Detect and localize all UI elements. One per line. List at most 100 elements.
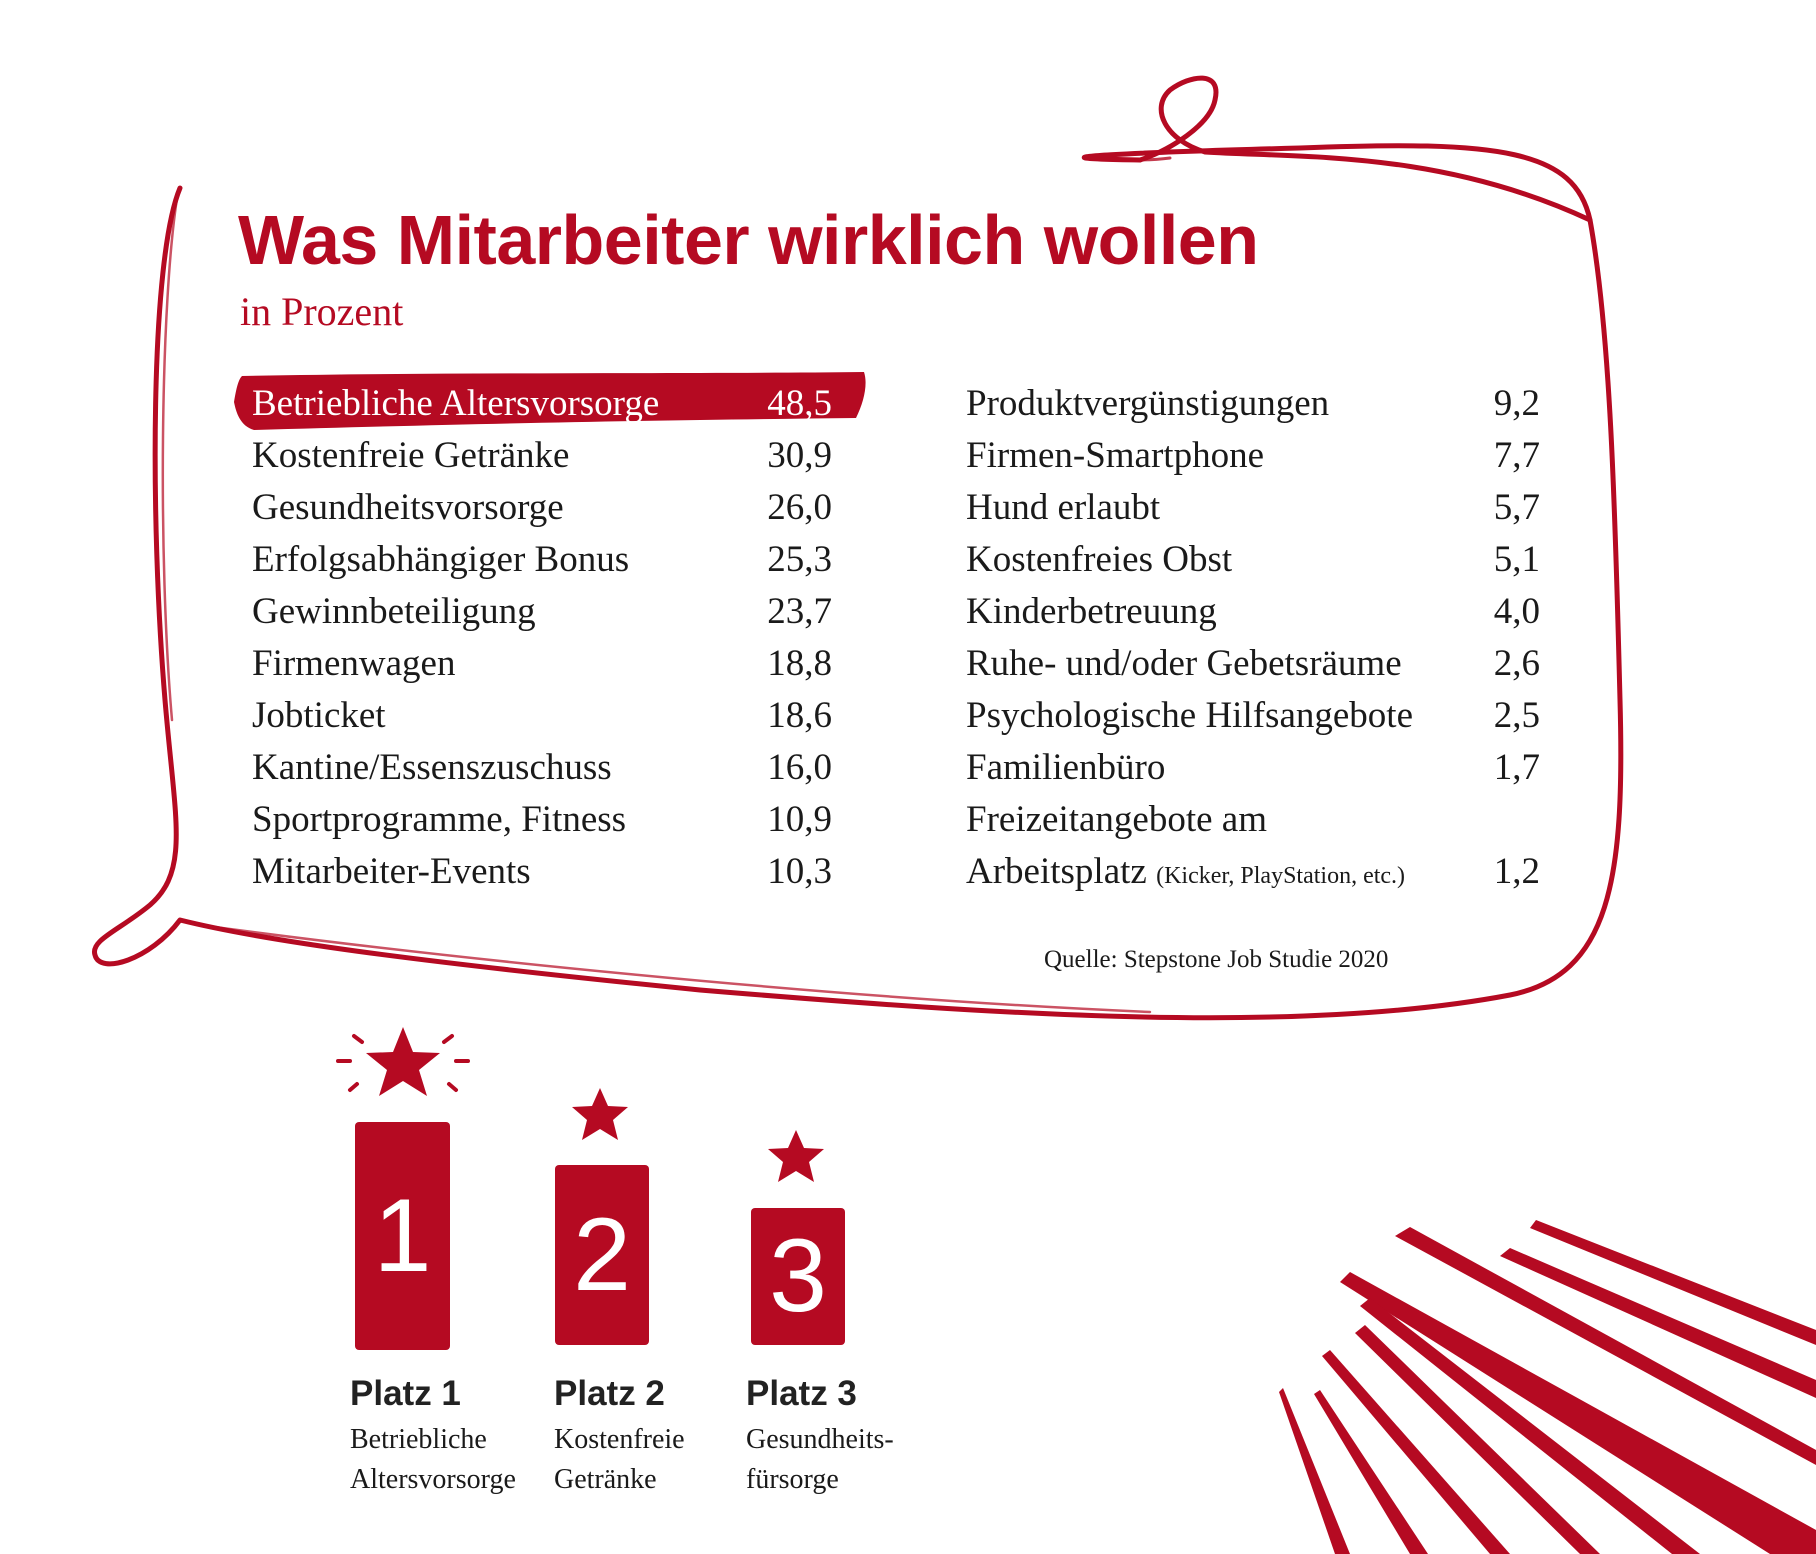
item-value: 5,1: [1493, 539, 1540, 580]
item-value: 1,2: [1493, 851, 1540, 892]
ray: [1314, 1390, 1428, 1554]
list-item: Betriebliche Altersvorsorge 48,5: [234, 372, 866, 430]
place-line: Altersvorsorge: [350, 1464, 516, 1495]
item-value: 10,9: [767, 799, 832, 840]
place-description: Kostenfreie Getränke: [554, 1420, 685, 1500]
list-item: Freizeitangebote am: [950, 794, 1540, 846]
page-subtitle: in Prozent: [240, 289, 404, 334]
item-label: Kantine/Essenszuschuss: [252, 747, 612, 788]
item-label: Arbeitsplatz: [966, 851, 1147, 892]
list-item: Familienbüro 1,7: [950, 742, 1540, 794]
item-label: Produktvergünstigungen: [966, 383, 1330, 424]
place-line: Kostenfreie: [554, 1424, 685, 1455]
item-label: Ruhe- und/oder Gebetsräume: [966, 643, 1402, 684]
frame-outline: [92, 143, 1624, 1021]
item-value: 23,7: [767, 591, 832, 632]
place-line: fürsorge: [746, 1464, 839, 1495]
item-label: Familienbüro: [966, 747, 1166, 788]
list-item: Produktvergünstigungen 9,2: [950, 378, 1540, 430]
item-label: Kinderbetreuung: [966, 591, 1217, 632]
item-label: Gewinnbeteiligung: [252, 591, 536, 632]
item-label: Mitarbeiter-Events: [252, 851, 531, 892]
ray: [1279, 1388, 1350, 1554]
podium-number: 3: [769, 1218, 827, 1334]
item-label: Firmen-Smartphone: [966, 435, 1265, 476]
item-value: 1,7: [1493, 747, 1540, 788]
benefits-list-left: Betriebliche Altersvorsorge 48,5 Kostenf…: [234, 372, 866, 898]
item-value: 5,7: [1493, 487, 1540, 528]
list-item: Gesundheitsvorsorge 26,0: [234, 482, 850, 534]
list-item: Kostenfreies Obst 5,1: [950, 534, 1540, 586]
item-label: Kostenfreie Getränke: [252, 435, 570, 476]
place-description: Betriebliche Altersvorsorge: [350, 1420, 516, 1500]
ray: [1360, 1298, 1700, 1554]
star-icon: [572, 1088, 628, 1140]
ray: [1355, 1325, 1600, 1554]
item-label: Psychologische Hilfsangebote: [966, 695, 1413, 736]
item-value: 10,3: [767, 851, 832, 892]
list-item: Kantine/Essenszuschuss 16,0: [234, 742, 850, 794]
place-line: Gesundheits-: [746, 1424, 894, 1455]
item-value: 4,0: [1493, 591, 1540, 632]
list-item: Erfolgsabhängiger Bonus 25,3: [234, 534, 850, 586]
item-label: Erfolgsabhängiger Bonus: [252, 539, 630, 580]
item-label-wrap: Arbeitsplatz (Kicker, PlayStation, etc.): [966, 846, 1405, 902]
item-value: 25,3: [767, 539, 832, 580]
ray: [1530, 1220, 1816, 1345]
item-value: 9,2: [1493, 383, 1540, 424]
highlight-background: [234, 372, 866, 430]
item-label: Gesundheitsvorsorge: [252, 487, 564, 528]
rays-group: [1279, 1220, 1816, 1554]
list-item: Arbeitsplatz (Kicker, PlayStation, etc.)…: [950, 846, 1540, 898]
item-label: Freizeitangebote am: [966, 799, 1268, 840]
list-item: Mitarbeiter-Events 10,3: [234, 846, 850, 898]
item-label: Jobticket: [252, 695, 386, 736]
item-value: 48,5: [767, 383, 832, 424]
item-value: 16,0: [767, 747, 832, 788]
star-icon: [768, 1130, 824, 1182]
podium-number: 1: [373, 1177, 432, 1294]
frame-inner-stroke: [161, 190, 180, 722]
podium-number: 2: [573, 1196, 631, 1313]
list-item: Gewinnbeteiligung 23,7: [234, 586, 850, 638]
ray: [1395, 1227, 1816, 1465]
item-value: 30,9: [767, 435, 832, 476]
list-item: Firmenwagen 18,8: [234, 638, 850, 690]
item-value: 18,8: [767, 643, 832, 684]
frame-loop: [1137, 75, 1593, 223]
list-item: Kostenfreie Getränke 30,9: [234, 430, 850, 482]
place-line: Betriebliche: [350, 1424, 487, 1455]
place-title: Platz 3: [746, 1374, 857, 1413]
item-value: 7,7: [1493, 435, 1540, 476]
list-item: Hund erlaubt 5,7: [950, 482, 1540, 534]
list-item: Sportprogramme, Fitness 10,9: [234, 794, 850, 846]
item-label: Betriebliche Altersvorsorge: [252, 383, 660, 424]
item-value: 18,6: [767, 695, 832, 736]
item-label: Kostenfreies Obst: [966, 539, 1233, 580]
ray: [1500, 1248, 1816, 1398]
place-title: Platz 2: [554, 1374, 665, 1413]
frame-tail: [1127, 156, 1172, 162]
item-label: Sportprogramme, Fitness: [252, 799, 627, 840]
page-title: Was Mitarbeiter wirklich wollen: [238, 201, 1259, 279]
source-note: Quelle: Stepstone Job Studie 2020: [1044, 946, 1389, 973]
ray: [1322, 1350, 1510, 1554]
ray: [1340, 1272, 1816, 1554]
place-line: Getränke: [554, 1464, 657, 1495]
item-label: Firmenwagen: [252, 643, 456, 684]
item-note: (Kicker, PlayStation, etc.): [1156, 863, 1406, 889]
place-description: Gesundheits- fürsorge: [746, 1420, 894, 1500]
list-item: Kinderbetreuung 4,0: [950, 586, 1540, 638]
place-title: Platz 1: [350, 1374, 461, 1413]
podium-block-3: 3: [751, 1208, 845, 1345]
star-icon: [366, 1027, 440, 1096]
benefits-list-right: Produktvergünstigungen 9,2 Firmen-Smartph…: [950, 378, 1540, 898]
list-item: Psychologische Hilfsangebote 2,5: [950, 690, 1540, 742]
item-value: 2,6: [1493, 643, 1540, 684]
podium-block-1: 1: [355, 1122, 450, 1350]
item-label: Hund erlaubt: [966, 487, 1161, 528]
list-item: Jobticket 18,6: [234, 690, 850, 742]
list-item: Firmen-Smartphone 7,7: [950, 430, 1540, 482]
